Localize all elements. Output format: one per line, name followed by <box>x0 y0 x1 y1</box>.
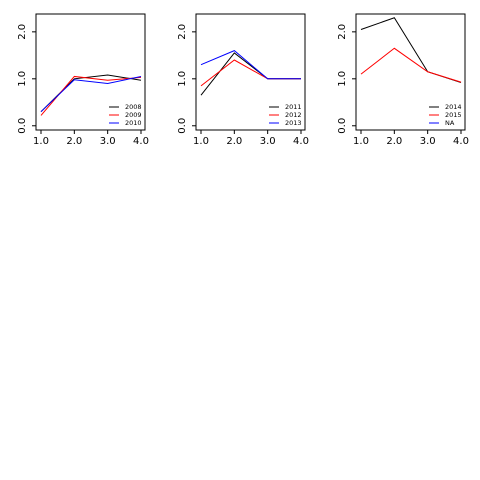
y-tick-label: 2.0 <box>17 24 28 40</box>
plot-box <box>195 13 306 131</box>
x-tick-label: 3.0 <box>420 136 436 147</box>
legend-label: 2015 <box>445 111 462 119</box>
series-line <box>360 47 462 83</box>
legend-label: NA <box>445 119 455 127</box>
legend-label: 2010 <box>125 119 142 127</box>
x-tick-label: 1.0 <box>193 136 209 147</box>
series-line <box>200 59 301 87</box>
x-tick-label: 3.0 <box>260 136 276 147</box>
y-tick-label: 0.0 <box>177 118 188 134</box>
legend-label: 2012 <box>285 111 302 119</box>
series-line <box>200 50 301 80</box>
y-tick-label: 0.0 <box>17 118 28 134</box>
x-tick-label: 4.0 <box>133 136 149 147</box>
x-tick-label: 4.0 <box>453 136 469 147</box>
plot-box <box>35 13 146 131</box>
y-tick-label: 0.0 <box>337 118 348 134</box>
legend-label: 2011 <box>285 103 302 111</box>
x-tick-label: 1.0 <box>353 136 369 147</box>
y-tick-label: 2.0 <box>337 24 348 40</box>
series-line <box>40 75 142 113</box>
y-tick-label: 1.0 <box>337 71 348 87</box>
legend-label: 2009 <box>125 111 142 119</box>
y-tick-label: 2.0 <box>177 24 188 40</box>
x-tick-label: 2.0 <box>386 136 402 147</box>
plot-box <box>355 13 466 131</box>
x-tick-label: 4.0 <box>293 136 309 147</box>
legend-label: 2014 <box>445 103 462 111</box>
x-tick-label: 3.0 <box>100 136 116 147</box>
x-tick-label: 2.0 <box>66 136 82 147</box>
legend-label: 2013 <box>285 119 302 127</box>
legend-label: 2008 <box>125 103 142 111</box>
series-line <box>360 17 462 84</box>
y-tick-label: 1.0 <box>17 71 28 87</box>
x-tick-label: 2.0 <box>226 136 242 147</box>
y-tick-label: 1.0 <box>177 71 188 87</box>
x-tick-label: 1.0 <box>33 136 49 147</box>
